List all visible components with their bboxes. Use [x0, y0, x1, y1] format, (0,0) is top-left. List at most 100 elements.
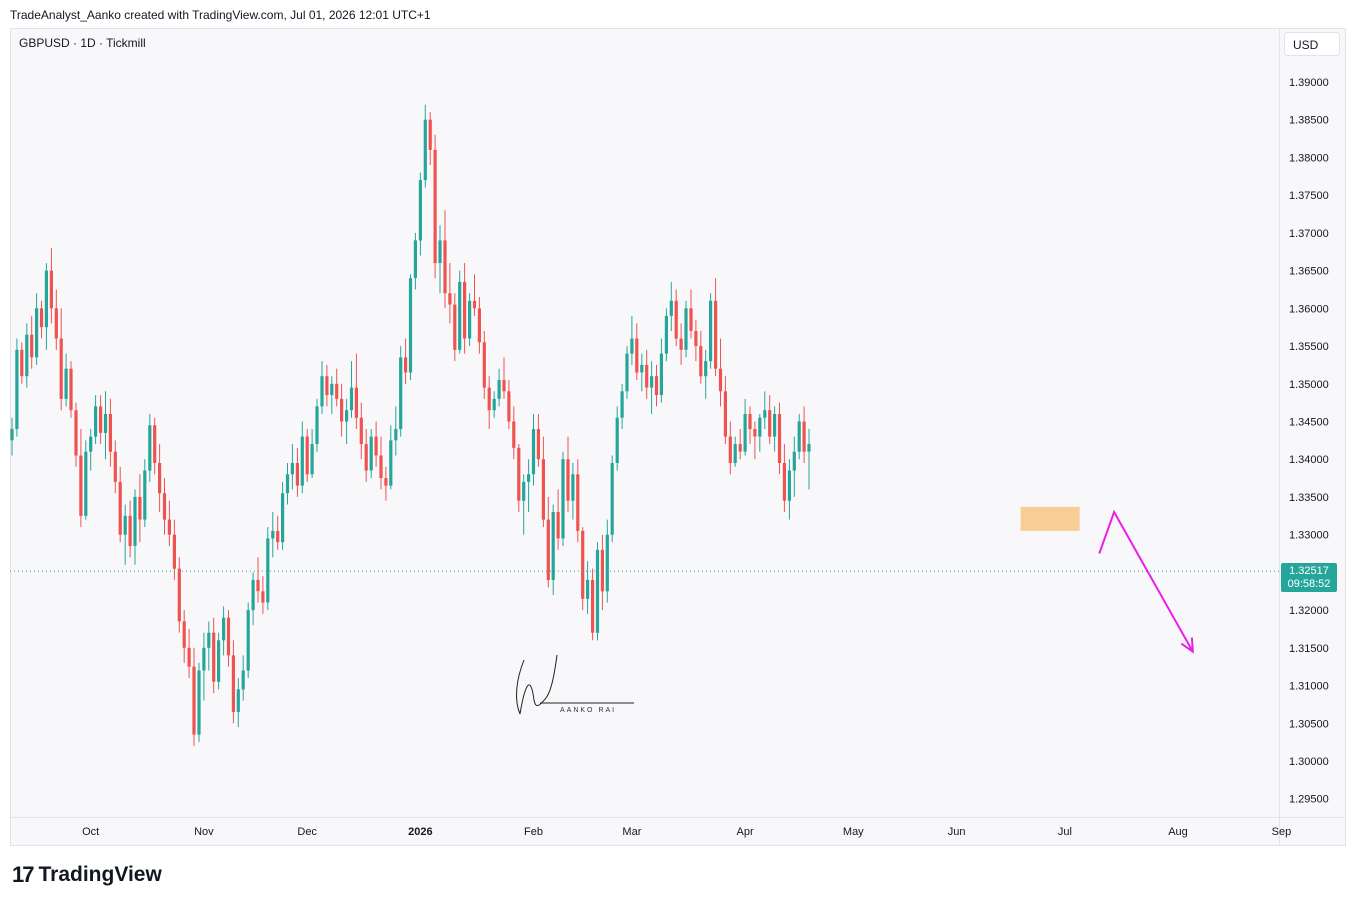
projection-arrow-head	[1180, 637, 1194, 654]
candle-body	[423, 119, 427, 181]
candle-body	[128, 515, 132, 546]
candle-body	[217, 640, 221, 682]
candle-body	[138, 496, 142, 520]
candle-body	[551, 512, 555, 580]
candle-body	[231, 655, 235, 712]
candle-body	[453, 304, 457, 350]
candle-body	[340, 398, 344, 422]
candle-body	[709, 300, 713, 362]
candle-body	[305, 436, 309, 475]
candle-body	[468, 300, 472, 339]
candle-body	[335, 383, 339, 399]
y-tick-label: 1.36000	[1289, 303, 1329, 315]
candle-body	[10, 429, 14, 441]
candle-body	[182, 621, 186, 648]
candle-body	[650, 376, 654, 388]
candle-body	[177, 568, 181, 622]
candle-body	[162, 493, 167, 520]
candle-body	[74, 410, 78, 456]
candle-body	[285, 474, 290, 494]
candle-body	[605, 534, 609, 592]
candle-body	[89, 436, 93, 452]
candle-body	[556, 512, 560, 539]
candle-body	[359, 417, 363, 445]
candle-body	[714, 300, 718, 369]
candle-body	[222, 617, 226, 641]
currency-button[interactable]: USD	[1284, 32, 1340, 56]
candle-body	[438, 240, 442, 263]
bar-countdown: 09:58:52	[1287, 578, 1331, 590]
candle-body	[522, 481, 526, 501]
y-tick-label: 1.34500	[1289, 417, 1329, 429]
candle-body	[192, 666, 196, 735]
candle-body	[30, 334, 34, 358]
x-tick-label: Aug	[1168, 826, 1188, 838]
candle-body	[39, 308, 44, 328]
candle-body	[103, 414, 108, 433]
candle-body	[251, 579, 255, 611]
candle-body	[787, 470, 791, 501]
candle-body	[266, 538, 270, 603]
candle-body	[773, 414, 777, 437]
candle-body	[482, 342, 486, 388]
candle-body	[669, 300, 673, 316]
candle-body	[748, 414, 752, 430]
candle-body	[320, 376, 324, 407]
candle-body	[463, 281, 467, 339]
y-tick-label: 1.30000	[1289, 756, 1329, 768]
signature-text: AANKO RAI	[560, 707, 616, 714]
candle-body	[630, 338, 634, 354]
candle-body	[443, 240, 447, 294]
x-tick-label: Sep	[1272, 826, 1292, 838]
candle-body	[531, 429, 536, 475]
candle-body	[118, 481, 122, 535]
candle-body	[645, 364, 649, 388]
x-tick-label: Feb	[524, 826, 543, 838]
candle-body	[782, 463, 786, 501]
candle-body	[517, 447, 521, 501]
candle-body	[113, 451, 117, 482]
y-tick-label: 1.31000	[1289, 681, 1329, 693]
candle-body	[561, 459, 565, 539]
candle-body	[256, 579, 260, 592]
y-tick-label: 1.33000	[1289, 530, 1329, 542]
candle-body	[664, 315, 668, 354]
candle-body	[536, 429, 540, 460]
candle-body	[226, 617, 231, 656]
last-price-tag: 1.32517 09:58:52	[1281, 563, 1337, 592]
candle-body	[610, 463, 614, 535]
candle-body	[581, 530, 585, 599]
y-tick-label: 1.29500	[1289, 794, 1329, 806]
candle-body	[276, 530, 280, 543]
candle-body	[148, 425, 152, 471]
candle-body	[546, 519, 550, 580]
candle-body	[458, 281, 462, 350]
y-tick-label: 1.39000	[1289, 77, 1329, 89]
candle-body	[310, 444, 314, 475]
x-tick-label: Jun	[948, 826, 966, 838]
candle-body	[576, 474, 580, 531]
candle-body	[59, 338, 63, 399]
x-tick-label: Apr	[737, 826, 754, 838]
y-tick-label: 1.34000	[1289, 454, 1329, 466]
candle-body	[202, 647, 206, 671]
candle-body	[399, 357, 403, 430]
candle-body	[133, 496, 137, 546]
x-tick-label: Oct	[82, 826, 99, 838]
candle-body	[620, 391, 624, 418]
candle-body	[492, 398, 496, 411]
tradingview-logo[interactable]: 17 TradingView	[12, 862, 162, 888]
candle-body	[35, 308, 39, 358]
attribution-text: TradeAnalyst_Aanko created with TradingV…	[10, 8, 431, 22]
candle-body	[241, 670, 245, 690]
x-tick-label: Mar	[622, 826, 641, 838]
candle-body	[679, 338, 683, 350]
candle-body	[487, 387, 491, 411]
y-tick-label: 1.35500	[1289, 341, 1329, 353]
y-tick-label: 1.37500	[1289, 190, 1329, 202]
candle-body	[349, 387, 354, 411]
candle-body	[659, 353, 663, 396]
candle-body	[172, 534, 176, 569]
candle-body	[212, 632, 216, 682]
